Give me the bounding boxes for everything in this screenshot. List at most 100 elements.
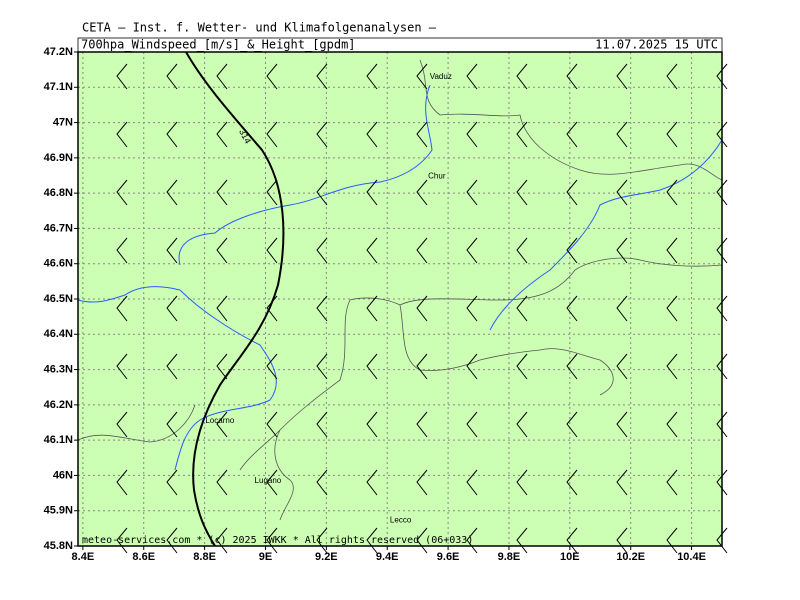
- y-tick-label: 46.6N: [44, 258, 73, 270]
- place-label: Chur: [428, 171, 446, 180]
- x-tick-label: 9.4E: [376, 551, 399, 563]
- wind-barb: [316, 121, 328, 148]
- wind-barb: [666, 237, 678, 264]
- wind-barb: [616, 237, 628, 264]
- wind-barb: [716, 237, 728, 264]
- footer: meteo-services.com * (c) 2025 IWKK * All…: [82, 535, 473, 546]
- wind-barb: [466, 121, 478, 148]
- y-tick-label: 46.4N: [44, 328, 73, 340]
- x-tick-label: 8.6E: [132, 551, 155, 563]
- y-tick-label: 47.1N: [44, 81, 73, 93]
- wind-barb: [216, 121, 228, 148]
- wind-barb: [566, 469, 578, 496]
- wind-barb: [566, 527, 578, 554]
- wind-barb: [516, 527, 528, 554]
- axes: 8.4E 8.6E 8.8E 9E 9.2E 9.4E 9.6E 9.8E 10E 10.2E 10…: [44, 46, 706, 563]
- wind-barb: [366, 237, 378, 264]
- wind-barb: [116, 411, 128, 438]
- wind-barb: [116, 353, 128, 380]
- x-tick-label: 9E: [259, 551, 272, 563]
- wind-barb: [416, 353, 428, 380]
- wind-barb: [166, 295, 178, 322]
- wind-barb: [716, 469, 728, 496]
- wind-barb: [666, 121, 678, 148]
- wind-barb: [266, 411, 278, 438]
- wind-barb: [466, 353, 478, 380]
- wind-barb: [716, 121, 728, 148]
- wind-barb: [416, 179, 428, 206]
- wind-barb: [616, 179, 628, 206]
- wind-barb: [366, 353, 378, 380]
- wind-barb: [466, 179, 478, 206]
- wind-barb: [366, 411, 378, 438]
- wind-barb: [466, 237, 478, 264]
- wind-barb: [266, 527, 278, 554]
- wind-barb: [466, 295, 478, 322]
- wind-barb: [116, 527, 128, 554]
- place-label: Lugano: [255, 476, 282, 485]
- wind-barb: [716, 527, 728, 554]
- y-tick-label: 45.9N: [44, 505, 73, 517]
- wind-barb: [416, 63, 428, 90]
- wind-barb: [566, 63, 578, 90]
- wind-barb: [466, 527, 478, 554]
- source: CETA – Inst. f. Wetter- und Klimafolgena…: [82, 21, 437, 35]
- wind-barb: [416, 527, 428, 554]
- wind-barb: [366, 179, 378, 206]
- wind-barb: [466, 469, 478, 496]
- wind-barb: [216, 237, 228, 264]
- wind-barb: [566, 237, 578, 264]
- wind-barb: [166, 237, 178, 264]
- y-tick-label: 46.7N: [44, 222, 73, 234]
- wind-barb: [516, 469, 528, 496]
- wind-barb: [416, 121, 428, 148]
- wind-barb: [716, 179, 728, 206]
- river: [77, 84, 723, 471]
- wind-barb: [216, 527, 228, 554]
- x-tick-label: 10.4E: [677, 551, 706, 563]
- wind-barb: [116, 295, 128, 322]
- wind-barb: [316, 237, 328, 264]
- wind-barb: [666, 469, 678, 496]
- wind-barb: [616, 411, 628, 438]
- wind-barb: [616, 295, 628, 322]
- wind-barb: [316, 353, 328, 380]
- wind-barbs: [116, 63, 728, 554]
- wind-barb: [666, 295, 678, 322]
- y-tick-label: 46.1N: [44, 434, 73, 446]
- wind-barb: [416, 237, 428, 264]
- wind-barb: [516, 63, 528, 90]
- wind-barb: [666, 63, 678, 90]
- wind-barb: [316, 295, 328, 322]
- wind-barb: [216, 63, 228, 90]
- date: 11.07.2025 15 UTC: [595, 38, 718, 52]
- wind-barb: [216, 295, 228, 322]
- wind-barb: [166, 353, 178, 380]
- wind-barb: [716, 353, 728, 380]
- x-tick-label: 8.8E: [193, 551, 216, 563]
- wind-barb: [466, 411, 478, 438]
- wind-barb: [616, 353, 628, 380]
- wind-barb: [616, 527, 628, 554]
- wind-barb: [616, 121, 628, 148]
- x-tick-label: 9.6E: [437, 551, 460, 563]
- wind-barb: [316, 63, 328, 90]
- y-tick-label: 45.8N: [44, 540, 73, 552]
- y-tick-label: 47N: [53, 116, 73, 128]
- wind-barb: [166, 469, 178, 496]
- wind-barb: [116, 63, 128, 90]
- wind-barb: [416, 469, 428, 496]
- x-tick-label: 9.8E: [498, 551, 521, 563]
- y-tick-label: 47.2N: [44, 46, 73, 58]
- wind-barb: [316, 179, 328, 206]
- wind-barb: [416, 411, 428, 438]
- x-tick-label: 10.2E: [616, 551, 645, 563]
- places: Vaduz Chur Locarno Lugano Lecco: [205, 72, 451, 524]
- wind-barb: [216, 353, 228, 380]
- wind-barb: [216, 469, 228, 496]
- wind-barb: [166, 411, 178, 438]
- x-tick-label: 10E: [560, 551, 580, 563]
- wind-barb: [716, 63, 728, 90]
- wind-barb: [266, 295, 278, 322]
